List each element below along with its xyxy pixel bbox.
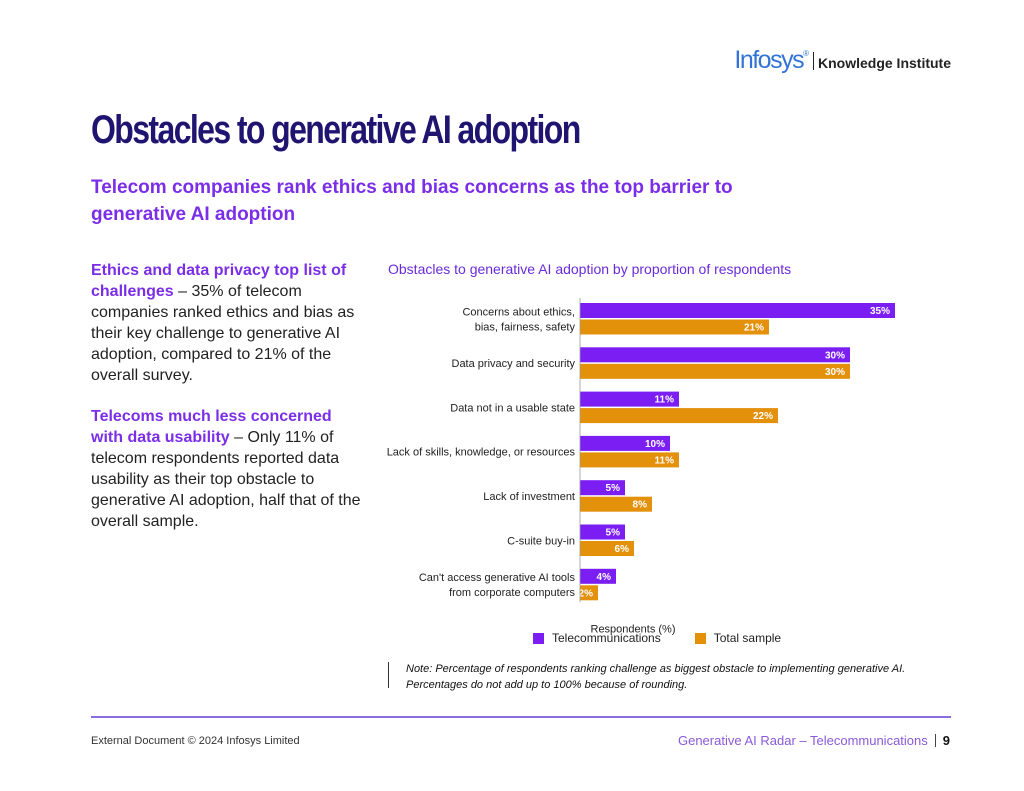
bar-total-sample	[580, 541, 634, 556]
data-label-telecom: 10%	[645, 439, 665, 450]
page-subtitle: Telecom companies rank ethics and bias c…	[91, 177, 733, 225]
logo-divider	[813, 51, 814, 70]
bar-chart: Concerns about ethics, bias, fairness, sa…	[387, 298, 895, 635]
summary-column: Ethics and data privacy top list of chal…	[91, 260, 361, 552]
data-label-total-sample: 6%	[615, 544, 630, 555]
data-label-telecom: 5%	[606, 528, 621, 539]
bar-total-sample	[580, 452, 679, 468]
summary-highlight-usability: Telecoms much less concerned with data u…	[91, 408, 332, 446]
chart-note: Note: Percentage of respondents ranking …	[406, 661, 926, 693]
legend-label-telecom: Telecommunications	[552, 631, 661, 645]
data-label-total-sample: 2%	[579, 588, 594, 599]
bar-telecom	[580, 524, 625, 540]
data-label-total-sample: 21%	[744, 323, 764, 334]
chart-title: Obstacles to generative AI adoption by p…	[388, 261, 792, 277]
bar-total-sample	[580, 363, 850, 379]
data-label-total-sample: 8%	[633, 500, 648, 511]
category-label: Data not in a usable state	[450, 402, 575, 414]
bar-telecom	[580, 303, 895, 318]
logo-subtitle: Knowledge Institute	[818, 55, 951, 71]
data-label-telecom: 11%	[655, 395, 675, 406]
bar-telecom	[580, 435, 670, 451]
summary-highlight-ethics: Ethics and data privacy top list of chal…	[91, 262, 347, 300]
footer-divider	[934, 734, 936, 747]
bar-total-sample	[580, 408, 778, 424]
note-divider	[388, 662, 389, 688]
x-axis-label: Respondents (%)	[591, 623, 676, 635]
legend-item-telecom: Telecommunications	[533, 631, 661, 645]
bar-telecom	[580, 480, 625, 496]
page-number: 9	[942, 733, 950, 748]
category-label: Data privacy and security	[452, 358, 576, 370]
summary-paragraph-usability: Telecoms much less concerned with data u…	[91, 406, 361, 532]
data-label-total-sample: 22%	[753, 411, 773, 422]
footer-copyright: External Document © 2024 Infosys Limited	[91, 735, 300, 747]
category-label-line: from corporate computers	[449, 587, 575, 599]
data-label-telecom: 30%	[825, 350, 845, 361]
infosys-logo: Infosys ® Knowledge Institute	[734, 46, 951, 75]
category-label: Can't access generative AI tools from cor…	[419, 572, 576, 599]
chart-legend: Telecommunications Total sample	[533, 631, 815, 645]
logo-brand: Infosys	[734, 46, 804, 74]
category-label-line: Data privacy and security	[452, 358, 576, 370]
bar-total-sample	[580, 496, 652, 512]
bar-telecom	[580, 347, 850, 363]
note-line-2: Percentages do not add up to 100% becaus…	[406, 679, 688, 691]
data-label-total-sample: 11%	[655, 455, 675, 466]
category-label-line: Data not in a usable state	[450, 402, 575, 414]
data-label-telecom: 5%	[606, 483, 621, 494]
footer-rule	[91, 716, 951, 718]
note-line-1: Note: Percentage of respondents ranking …	[406, 663, 906, 675]
category-label: Concerns about ethics, bias, fairness, sa…	[462, 306, 575, 333]
category-label: C-suite buy-in	[507, 535, 575, 547]
summary-text-ethics: – 35% of telecom companies ranked ethics…	[91, 283, 355, 384]
logo-registered-mark: ®	[803, 49, 809, 58]
legend-swatch-total	[694, 632, 706, 644]
bar-telecom	[580, 391, 679, 407]
data-label-telecom: 35%	[870, 306, 890, 317]
summary-paragraph-ethics: Ethics and data privacy top list of chal…	[91, 260, 361, 386]
category-label-line: Can't access generative AI tools	[419, 572, 576, 584]
data-label-telecom: 4%	[597, 572, 612, 583]
footer-report-title: Generative AI Radar – Telecommunications	[677, 733, 928, 748]
category-label-line: Lack of investment	[483, 491, 575, 503]
bar-telecom	[580, 568, 616, 584]
legend-item-total: Total sample	[694, 631, 782, 645]
category-label-line: Lack of skills, knowledge, or resources	[387, 447, 576, 459]
legend-swatch-telecom	[533, 632, 544, 644]
summary-text-usability: – Only 11% of telecom respondents report…	[91, 429, 361, 530]
page-title: Obstacles to generative AI adoption	[91, 108, 581, 152]
category-label-line: bias, fairness, safety	[475, 321, 576, 333]
footer-report-info: Generative AI Radar – Telecommunications…	[678, 733, 950, 748]
bar-total-sample	[580, 585, 598, 601]
legend-label-total: Total sample	[713, 631, 782, 645]
data-label-total-sample: 30%	[825, 367, 845, 378]
category-label: Lack of skills, knowledge, or resources	[387, 447, 576, 459]
category-label: Lack of investment	[483, 491, 575, 503]
category-label-line: C-suite buy-in	[507, 535, 575, 547]
category-label-line: Concerns about ethics,	[462, 306, 575, 318]
bar-total-sample	[580, 319, 769, 335]
